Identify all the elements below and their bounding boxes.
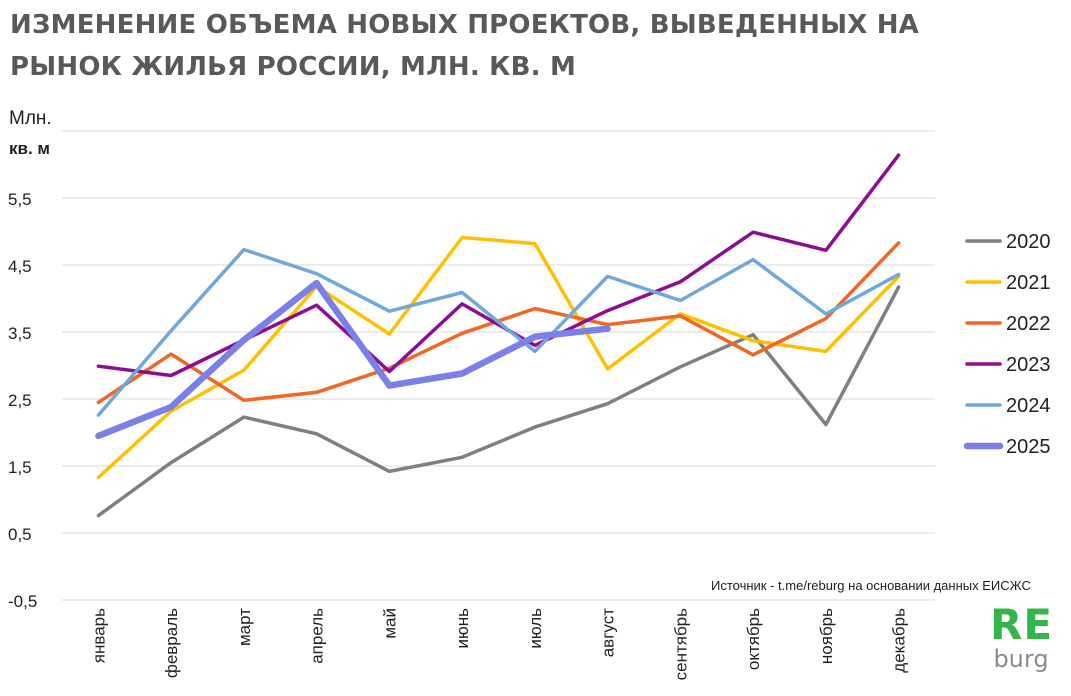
y-axis-unit-label: Млн. кв. м	[9, 104, 52, 164]
x-tick-label: январь	[89, 608, 108, 663]
x-tick-label: май	[380, 608, 399, 639]
legend-label-2020: 2020	[1006, 231, 1051, 253]
y-tick-label: 2,5	[8, 391, 32, 410]
x-tick-label: июнь	[453, 608, 472, 649]
series-line-2021	[96, 235, 901, 480]
chart-title: ИЗМЕНЕНИЕ ОБЪЕМА НОВЫХ ПРОЕКТОВ, ВЫВЕДЕН…	[10, 4, 919, 88]
x-tick-label: июль	[526, 608, 545, 649]
chart-title-line-1: ИЗМЕНЕНИЕ ОБЪЕМА НОВЫХ ПРОЕКТОВ, ВЫВЕДЕН…	[10, 10, 919, 40]
x-tick-label: сентябрь	[671, 608, 690, 681]
series-line-2025	[95, 279, 611, 440]
legend-label-2025: 2025	[1006, 436, 1051, 458]
legend-label-2023: 2023	[1006, 354, 1051, 376]
y-axis-unit-line-1: Млн.	[9, 108, 52, 129]
source-note: Источник - t.me/reburg на основании данн…	[711, 578, 1031, 593]
reburg-logo: RE burg	[990, 600, 1054, 673]
logo-burg-text: burg	[993, 645, 1049, 673]
y-tick-label: 0,5	[8, 525, 32, 544]
y-tick-label: 5,5	[8, 190, 32, 209]
y-tick-label: 3,5	[8, 324, 32, 343]
series-line-2024	[96, 247, 901, 417]
y-axis-unit-line-2: кв. м	[9, 139, 50, 158]
legend-label-2021: 2021	[1006, 272, 1051, 294]
x-tick-label: октябрь	[744, 608, 763, 670]
y-tick-label: -0,5	[8, 592, 37, 611]
series-line-2023	[96, 153, 901, 378]
logo-re-text: RE	[990, 600, 1054, 649]
x-tick-label: апрель	[308, 608, 327, 664]
legend-label-2022: 2022	[1006, 313, 1051, 335]
y-tick-label: 1,5	[8, 458, 32, 477]
x-tick-label: декабрь	[890, 608, 909, 673]
chart-title-line-2: РЫНОК ЖИЛЬЯ РОССИИ, МЛН. КВ. М	[10, 52, 577, 82]
legend-label-2024: 2024	[1006, 395, 1051, 417]
x-tick-label: август	[599, 608, 618, 657]
y-tick-label: 4,5	[8, 257, 32, 276]
x-tick-label: февраль	[162, 608, 181, 678]
x-tick-label: март	[235, 608, 254, 646]
x-tick-label: ноябрь	[817, 608, 836, 664]
